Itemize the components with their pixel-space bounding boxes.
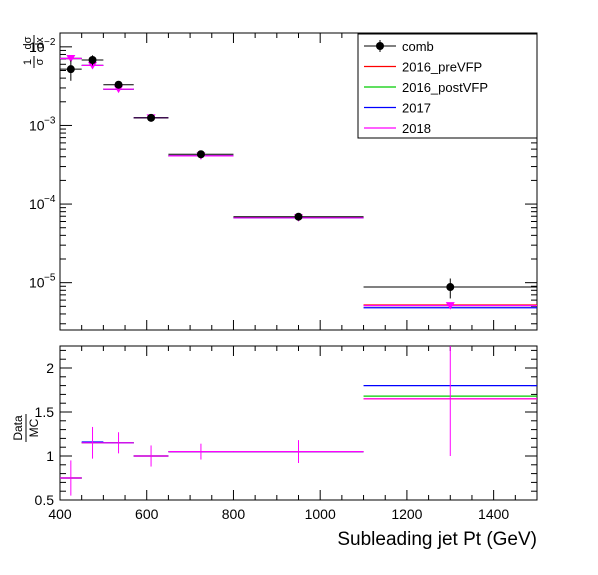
data-point <box>66 65 75 74</box>
spectrum-panel: 10 −210 −310 −410 −51 σdσ dx <box>22 32 538 331</box>
data-point <box>294 212 303 221</box>
data-point <box>114 80 123 89</box>
y-tick-exponent: −3 <box>44 115 56 126</box>
data-point <box>88 56 97 65</box>
y-label-numerator: 1 <box>22 59 34 65</box>
x-tick-label: 1200 <box>391 506 422 522</box>
y-tick-label: 10 <box>29 196 45 212</box>
legend-box <box>357 33 538 139</box>
ratio-y-axis-label: Data MC <box>11 414 41 442</box>
y-label-numerator: dσ <box>22 36 34 49</box>
legend-label: comb <box>402 39 434 54</box>
ratio-series-2017 <box>60 385 537 479</box>
bottom-frame <box>59 345 538 501</box>
data-point <box>445 302 455 310</box>
series-comb <box>60 55 537 299</box>
x-tick-label: 1400 <box>478 506 509 522</box>
x-axis-label: Subleading jet Pt (GeV) <box>337 529 537 550</box>
x-tick-label: 600 <box>135 506 159 522</box>
legend-entry: comb <box>364 39 434 54</box>
legend-entry: 2016_postVFP <box>364 80 488 95</box>
legend-label: 2018 <box>402 121 431 136</box>
y-tick-label: 1.5 <box>35 404 55 420</box>
ratio-panel: 0.5 1 1.5 2 400 600 800 1000 1200 1400 Data MC <box>11 345 538 522</box>
data-point <box>446 283 455 292</box>
data-point <box>88 61 98 70</box>
ratio-label-denominator: MC <box>27 418 41 437</box>
y-tick-exponent: −5 <box>44 273 56 284</box>
legend-label: 2016_preVFP <box>402 60 482 75</box>
y-tick-label: 0.5 <box>35 492 55 508</box>
y-tick-exponent: −2 <box>44 37 56 48</box>
y-tick-label: 2 <box>46 360 54 376</box>
x-tick-label: 800 <box>222 506 246 522</box>
legend-entry: 2017 <box>364 101 431 116</box>
legend-label: 2016_postVFP <box>402 80 488 95</box>
y-tick-label: 10 <box>29 39 45 55</box>
legend-entry: 2016_preVFP <box>364 60 482 75</box>
data-point <box>147 113 156 122</box>
y-tick-label: 10 <box>29 117 45 133</box>
legend-entry: 2018 <box>364 121 431 136</box>
x-tick-label: 400 <box>48 506 72 522</box>
y-tick-label: 10 <box>29 275 45 291</box>
x-tick-label: 1000 <box>305 506 336 522</box>
ratio-label-numerator: Data <box>11 415 25 441</box>
y-axis-label: 1 σ dσ dx <box>22 35 46 68</box>
y-label-denominator: σ <box>34 58 46 65</box>
data-point <box>66 55 76 63</box>
y-label-denominator: dx <box>34 37 46 49</box>
data-point <box>196 150 205 159</box>
legend-label: 2017 <box>402 101 431 116</box>
ratio-series-2016_preVFP <box>60 398 537 479</box>
ratio-series-2018 <box>60 398 537 479</box>
legend: comb 2016_preVFP 2016_postVFP 2017 2018 <box>357 33 538 139</box>
ratio-series-2016_postVFP <box>60 395 537 479</box>
y-tick-exponent: −4 <box>44 194 56 205</box>
legend-marker <box>376 42 384 50</box>
y-tick-label: 1 <box>46 448 54 464</box>
